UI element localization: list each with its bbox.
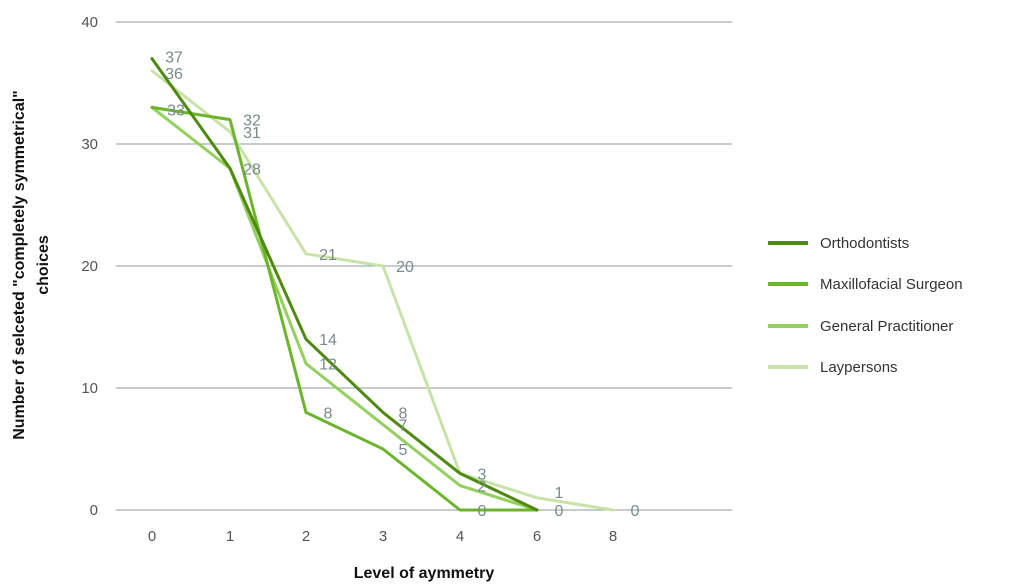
data-label: 14 bbox=[319, 332, 337, 349]
legend-label: General Practitioner bbox=[820, 318, 953, 335]
data-label: 5 bbox=[399, 442, 408, 459]
data-label: 7 bbox=[399, 418, 408, 435]
series-line-laypersons bbox=[150, 69, 615, 512]
legend-item: Orthodontists bbox=[768, 235, 909, 252]
legend-item: Laypersons bbox=[768, 359, 898, 376]
legend: Orthodontists Maxillofacial Surgeon Genera… bbox=[768, 235, 963, 376]
y-axis-ticks: 0 10 20 30 40 bbox=[81, 14, 98, 519]
data-label: 20 bbox=[396, 259, 414, 276]
x-tick-label: 0 bbox=[148, 528, 156, 545]
data-label: 37 bbox=[165, 50, 183, 67]
x-tick-label: 6 bbox=[533, 528, 541, 545]
data-label: 12 bbox=[319, 357, 337, 374]
series-lines bbox=[150, 57, 615, 512]
data-label: 28 bbox=[243, 161, 261, 178]
y-axis-title-line-2: choices bbox=[35, 235, 52, 295]
data-label: 2 bbox=[478, 479, 487, 496]
gridlines bbox=[116, 21, 732, 511]
data-label: 33 bbox=[167, 102, 185, 119]
series-line-maxillofacial-surgeon bbox=[150, 105, 539, 512]
legend-label: Maxillofacial Surgeon bbox=[820, 276, 963, 293]
data-label: 3 bbox=[478, 466, 487, 483]
legend-item: Maxillofacial Surgeon bbox=[768, 276, 963, 293]
series-line-orthodontists bbox=[150, 57, 539, 512]
x-axis-title: Level of aymmetry bbox=[354, 565, 495, 582]
x-tick-label: 2 bbox=[302, 528, 310, 545]
data-label: 31 bbox=[243, 125, 261, 142]
y-tick-label: 10 bbox=[81, 380, 98, 397]
legend-label: Laypersons bbox=[820, 359, 898, 376]
data-label: 0 bbox=[631, 503, 640, 520]
legend-label: Orthodontists bbox=[820, 235, 909, 252]
data-label: 8 bbox=[324, 405, 333, 422]
x-tick-label: 8 bbox=[609, 528, 617, 545]
data-label: 8 bbox=[399, 405, 408, 422]
x-axis-ticks: 0 1 2 3 4 6 8 bbox=[148, 528, 617, 545]
series-line-general-practitioner bbox=[150, 105, 539, 512]
data-label: 21 bbox=[319, 247, 337, 264]
x-tick-label: 4 bbox=[456, 528, 464, 545]
data-label: 32 bbox=[243, 113, 261, 130]
data-label: 1 bbox=[555, 485, 564, 502]
y-tick-label: 20 bbox=[81, 258, 98, 275]
legend-item: General Practitioner bbox=[768, 318, 953, 335]
y-tick-label: 0 bbox=[90, 502, 98, 519]
y-axis-title-line-1-holder: Number of selceted "completely symmetric… bbox=[11, 90, 28, 440]
y-tick-label: 40 bbox=[81, 14, 98, 31]
data-label: 0 bbox=[555, 503, 564, 520]
x-tick-label: 3 bbox=[379, 528, 387, 545]
data-label: 36 bbox=[165, 66, 183, 83]
x-tick-label: 1 bbox=[226, 528, 234, 545]
data-label: 0 bbox=[478, 503, 487, 520]
y-tick-label: 30 bbox=[81, 136, 98, 153]
